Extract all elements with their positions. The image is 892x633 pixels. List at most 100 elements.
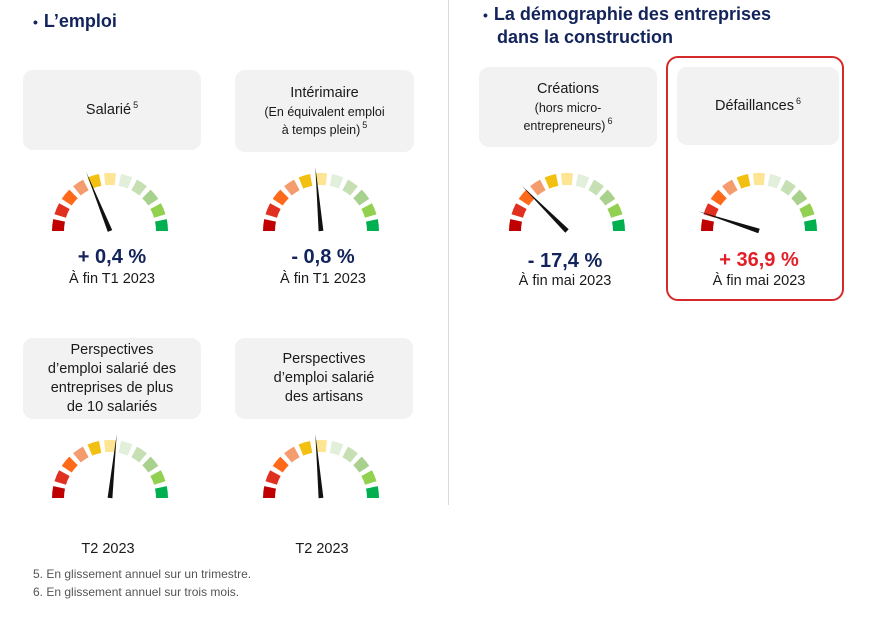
gauge-segment [753,173,765,186]
defaillances-highlight-frame [666,56,844,301]
gauge-needle [86,171,113,232]
gauge-segment [61,456,78,473]
bullet: • [483,7,488,23]
section-title-text: L’emploi [43,11,117,31]
card-persp-artisans: Perspectives d’emploi salarié des artisa… [235,338,413,419]
gauge-segment [272,189,289,206]
gauge-persp-artisans [263,434,379,499]
footnote-ref: 6 [795,95,801,106]
footnote-ref: 5 [133,99,139,110]
gauge-segment [61,189,78,206]
gauge-interimaire [263,167,379,232]
gauge-needle [315,167,324,232]
card-line-4: de 10 salariés [66,398,158,415]
card-line-2: d’emploi salarié des [47,360,177,377]
card-title: Créations [536,80,600,97]
gauge-segment [561,173,573,186]
gauge-segment [767,174,782,189]
gauge-salarie [52,171,168,232]
gauge-segment [118,174,133,189]
period-persp-entreprises: T2 2023 [81,541,135,557]
gauge-segment [142,456,159,473]
footnote-ref: 6 [607,116,613,127]
period-persp-artisans: T2 2023 [295,541,349,557]
gauge-segment [263,486,276,498]
period-interimaire: À fin T1 2023 [280,271,366,287]
value-salarie: + 0,4 % [77,246,147,268]
gauge-segment [544,174,559,189]
section-title-line1: La démographie des entreprises [493,4,771,24]
section-title-demographie: • La démographie des entreprises dans la … [483,3,771,48]
period-creations: À fin mai 2023 [518,273,612,289]
card-persp-entreprises: Perspectives d’emploi salarié des entrep… [23,338,201,419]
gauge-segment [272,456,289,473]
gauge-segment [131,446,147,463]
gauge-segment [353,456,370,473]
gauge-segment [315,440,327,453]
gauge-segment [607,203,623,218]
gauge-segment [588,179,604,196]
gauge-segment [804,219,817,231]
gauge-segment [599,189,616,206]
gauge-segment [780,179,796,196]
gauge-segment [104,173,116,186]
gauge-segment [361,470,377,485]
card-title: Intérimaire [290,84,359,101]
card-creations: Créations (hors micro- entrepreneurs) 6 [479,67,657,147]
gauge-segment [366,219,379,231]
gauge-segment [263,219,276,231]
gauge-segment [710,189,727,206]
gauge-segment [366,486,379,498]
gauge-segment [104,440,116,453]
period-salarie: À fin T1 2023 [69,271,155,287]
gauge-segment [73,179,89,196]
gauge-segment [353,189,370,206]
gauge-segment [265,470,281,485]
section-divider [448,0,449,505]
gauge-segment [799,203,815,218]
gauge-segment [736,174,751,189]
gauge-segment [518,189,535,206]
gauge-segment [298,441,313,456]
gauge-segment [298,174,313,189]
card-line-2: d’emploi salarié [273,370,375,386]
gauge-segment [142,189,159,206]
card-subtitle-1: (En équivalent emploi [264,104,385,119]
gauge-segment [511,203,527,218]
card-subtitle-2: à temps plein) [281,122,361,137]
gauge-segment [118,441,133,456]
footnote-6: 6. En glissement annuel sur trois mois. [33,585,240,599]
card-salarie: Salarié 5 [23,70,201,150]
gauge-segment [612,219,625,231]
gauge-segment [131,179,147,196]
gauge-segment [722,179,738,196]
gauge-segment [329,174,344,189]
section-title-line2: dans la construction [497,27,674,47]
gauge-segment [52,219,65,231]
gauge-segment [315,173,327,186]
card-line-1: Perspectives [282,351,366,367]
gauge-needle [698,211,760,234]
gauge-segment [54,203,70,218]
gauge-segment [150,470,166,485]
gauge-segment [54,470,70,485]
gauge-segment [155,486,168,498]
gauge-segment [791,189,808,206]
gauge-needle [521,185,569,233]
gauge-defaillances [698,173,817,234]
gauge-needle [107,434,117,499]
card-interimaire: Intérimaire (En équivalent emploi à temp… [235,70,414,152]
gauge-segment [87,441,102,456]
card-defaillances: Défaillances 6 [677,67,839,145]
gauge-segment [701,219,714,231]
value-creations: - 17,4 % [527,250,603,272]
gauge-segment [361,203,377,218]
footnote-ref: 5 [362,120,368,131]
gauge-segment [575,174,590,189]
gauge-segment [284,179,300,196]
gauge-persp-entreprises [52,434,168,499]
card-line-3: entreprises de plus [50,379,174,396]
gauge-segment [150,203,166,218]
footnote-5: 5. En glissement annuel sur un trimestre… [33,567,252,581]
section-title-emploi: • L’emploi [33,10,117,33]
